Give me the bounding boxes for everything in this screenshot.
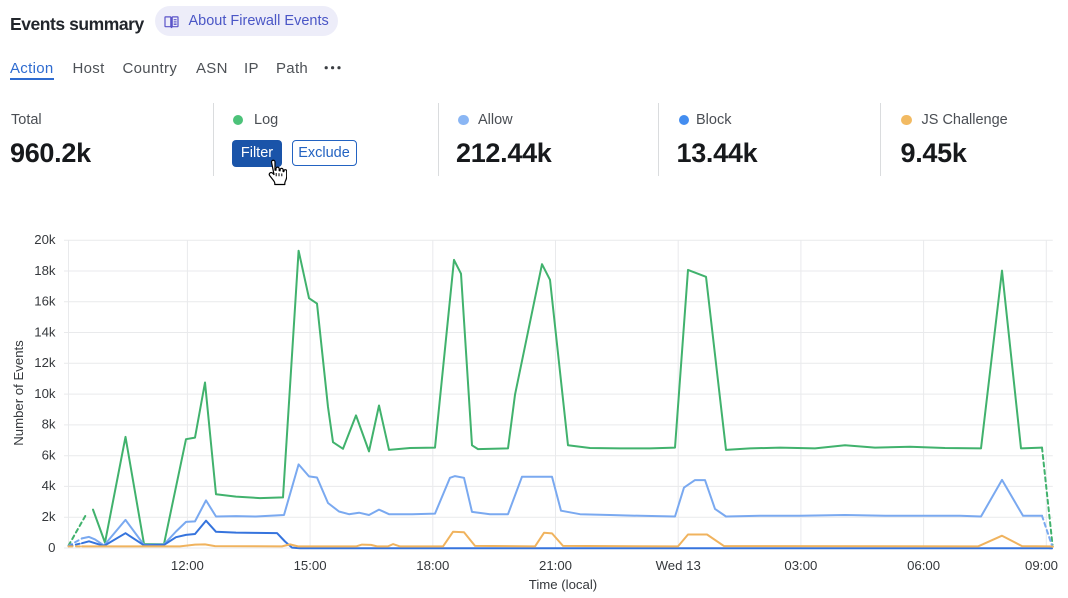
svg-text:10k: 10k (34, 386, 56, 401)
svg-text:Wed 13: Wed 13 (656, 558, 701, 573)
svg-text:6k: 6k (42, 448, 56, 463)
svg-text:12k: 12k (34, 355, 56, 370)
svg-text:2k: 2k (42, 509, 56, 524)
svg-text:15:00: 15:00 (294, 558, 327, 573)
svg-text:14k: 14k (34, 324, 56, 339)
svg-text:09:00: 09:00 (1025, 558, 1058, 573)
svg-text:03:00: 03:00 (784, 558, 817, 573)
svg-text:0: 0 (48, 540, 55, 555)
svg-text:06:00: 06:00 (907, 558, 940, 573)
svg-text:18:00: 18:00 (416, 558, 449, 573)
svg-text:4k: 4k (42, 478, 56, 493)
svg-text:20k: 20k (34, 232, 56, 247)
svg-text:Number of Events: Number of Events (11, 340, 26, 446)
svg-text:21:00: 21:00 (539, 558, 572, 573)
svg-text:12:00: 12:00 (171, 558, 204, 573)
svg-text:16k: 16k (34, 294, 56, 309)
svg-text:8k: 8k (42, 417, 56, 432)
svg-text:18k: 18k (34, 263, 56, 278)
svg-text:Time (local): Time (local) (529, 577, 597, 592)
